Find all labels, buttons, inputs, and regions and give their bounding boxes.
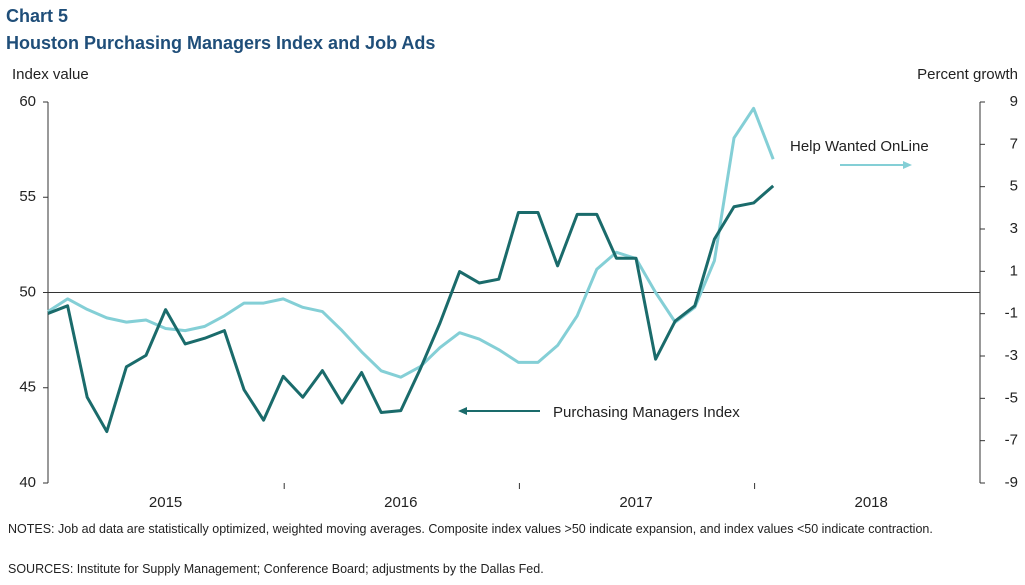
- legend-label: Help Wanted OnLine: [790, 138, 929, 155]
- chart: Index value Percent growth 40 45 50 55 60 -9 -…: [12, 66, 1018, 511]
- y2-tick-label: 1: [1010, 262, 1018, 279]
- series-line: [47, 106, 775, 379]
- y-tick-label: 55: [19, 188, 36, 205]
- y2-tick-label: -3: [1005, 347, 1018, 364]
- x-tick-label: 2018: [855, 494, 888, 511]
- y-tick-label: 50: [19, 283, 36, 300]
- y2-tick-label: -1: [1005, 305, 1018, 322]
- series-line: [47, 184, 775, 434]
- sources: SOURCES: Institute for Supply Management…: [8, 562, 544, 576]
- y-axis-label: Index value: [12, 66, 89, 83]
- y-tick-label: 45: [19, 379, 36, 396]
- y2-tick-label: 9: [1010, 93, 1018, 110]
- y2-tick-label: 5: [1010, 178, 1018, 195]
- y-tick-label: 60: [19, 93, 36, 110]
- x-tick-label: 2017: [619, 494, 652, 511]
- y-tick-label: 40: [19, 474, 36, 491]
- y2-tick-label: 7: [1010, 135, 1018, 152]
- y2-tick-label: -9: [1005, 474, 1018, 491]
- legend-label: Purchasing Managers Index: [553, 404, 740, 421]
- x-tick-label: 2016: [384, 494, 417, 511]
- chart-title: Houston Purchasing Managers Index and Jo…: [6, 33, 436, 53]
- notes: NOTES: Job ad data are statistically opt…: [8, 522, 933, 536]
- x-tick-label: 2015: [149, 494, 182, 511]
- annotation-arrowhead: [903, 161, 912, 169]
- y2-tick-label: -7: [1005, 432, 1018, 449]
- y2-axis-label: Percent growth: [917, 66, 1018, 83]
- annotation-arrowhead: [458, 407, 467, 415]
- y2-tick-label: 3: [1010, 220, 1018, 237]
- y2-tick-label: -5: [1005, 389, 1018, 406]
- chart-number: Chart 5: [6, 6, 69, 26]
